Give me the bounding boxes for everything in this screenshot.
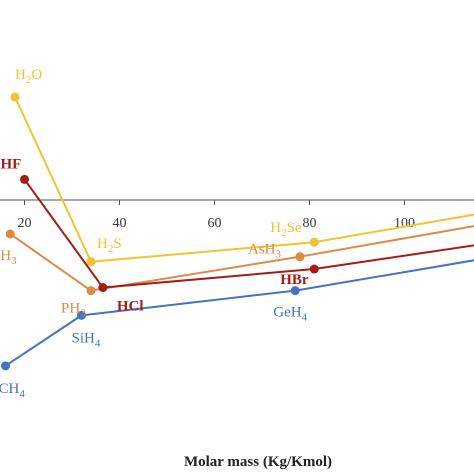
- point-label-group-17: HCl: [117, 299, 144, 315]
- point-label-group-15: AsH3: [248, 242, 282, 261]
- group-16-line: [14, 96, 474, 263]
- group-16-point: [86, 257, 96, 267]
- point-label-group-14: CH4: [0, 381, 25, 400]
- group-15-line: [9, 225, 474, 292]
- point-label-group-17: HF: [1, 156, 22, 172]
- group-15-point: [86, 286, 96, 296]
- point-label-group-16: H2O: [15, 67, 42, 86]
- group-14-point: [290, 286, 300, 296]
- group-17-line: [23, 178, 474, 289]
- group-15-point: [295, 252, 305, 262]
- formula-subscript: 3: [276, 249, 282, 261]
- group-17-point: [309, 264, 319, 274]
- group-14-line: [4, 259, 474, 367]
- formula-subscript: 4: [19, 388, 25, 400]
- formula-subscript: 4: [302, 312, 308, 324]
- formula-base: H: [270, 220, 281, 236]
- formula-subscript: 4: [95, 337, 101, 349]
- group-15-point: [5, 229, 15, 239]
- formula-base: H: [97, 236, 108, 252]
- formula-base: SiH: [72, 330, 96, 346]
- formula-base: HF: [1, 156, 22, 172]
- formula-subscript: 2: [108, 243, 114, 255]
- point-label-group-15: PH3: [61, 301, 86, 320]
- point-label-group-15: H3: [0, 248, 17, 267]
- formula-base: PH: [61, 301, 80, 317]
- x-tick-label: 80: [303, 216, 317, 231]
- group-14-point: [77, 310, 86, 320]
- formula-base: H: [0, 248, 11, 264]
- group-16-point: [10, 92, 20, 102]
- formula-base: CH: [0, 381, 20, 397]
- formula-subscript: 2: [281, 227, 287, 239]
- point-label-group-16: H2S: [97, 236, 122, 255]
- formula-tail: S: [113, 236, 121, 252]
- point-label-group-14: SiH4: [72, 330, 101, 349]
- series-lines: [1, 92, 474, 371]
- formula-subscript: 3: [11, 255, 17, 267]
- group-14-point: [1, 361, 10, 371]
- formula-base: HCl: [117, 299, 144, 315]
- formula-subscript: 2: [26, 74, 32, 86]
- group-17-point: [98, 283, 108, 293]
- formula-tail: O: [31, 67, 42, 83]
- point-label-group-17: HBr: [280, 272, 309, 288]
- group-17-point: [20, 174, 29, 184]
- x-tick-label: 60: [208, 216, 222, 231]
- x-tick-label: 40: [113, 216, 127, 231]
- point-label-group-16: H2Se: [270, 220, 302, 239]
- point-label-group-14: GeH4: [273, 305, 307, 324]
- formula-subscript: 3: [80, 308, 86, 320]
- formula-base: HBr: [280, 272, 309, 288]
- x-axis-title: Molar mass (Kg/Kmol): [184, 454, 332, 470]
- formula-tail: Se: [287, 220, 302, 236]
- x-tick-label: 20: [18, 216, 32, 231]
- formula-base: GeH: [273, 305, 301, 321]
- formula-base: H: [15, 67, 26, 83]
- group-16-point: [309, 237, 319, 247]
- formula-base: AsH: [248, 242, 276, 258]
